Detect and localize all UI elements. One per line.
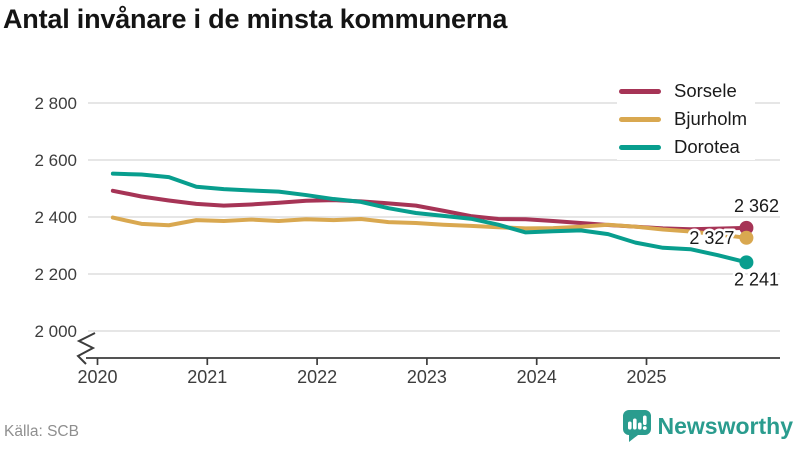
axis-break-icon [76, 332, 96, 365]
newsworthy-wordmark: Newsworthy [657, 412, 793, 439]
end-label-bjurholm: 2 327 [689, 228, 734, 248]
chart-title: Antal invånare i de minsta kommunerna [3, 4, 508, 34]
end-label-sorsele: 2 362 [734, 196, 779, 216]
x-tick-label: 2022 [297, 367, 337, 387]
x-tick-label: 2020 [77, 367, 117, 387]
end-dot-sorsele [739, 220, 754, 235]
series-line-dorotea [110, 171, 749, 265]
series-line-bjurholm [110, 215, 749, 240]
y-tick-label: 2 400 [34, 208, 77, 227]
x-tick-label: 2025 [626, 367, 666, 387]
legend-swatch-bjurholm [619, 116, 661, 122]
legend-label-sorsele: Sorsele [674, 80, 737, 101]
x-tick-label: 2023 [407, 367, 447, 387]
x-tick-label: 2024 [517, 367, 557, 387]
legend-swatch-dorotea [619, 144, 661, 150]
legend-label-bjurholm: Bjurholm [674, 108, 747, 129]
y-tick-label: 2 200 [34, 265, 77, 284]
y-tick-label: 2 000 [34, 322, 77, 341]
end-label-dorotea: 2 241 [734, 269, 779, 289]
legend: Sorsele Bjurholm Dorotea [617, 78, 755, 160]
legend-item-bjurholm: Bjurholm [619, 108, 747, 130]
newsworthy-icon [622, 410, 651, 442]
source-caption: Källa: SCB [4, 423, 79, 440]
y-tick-label: 2 600 [34, 151, 77, 170]
end-dot-bjurholm [739, 230, 754, 245]
legend-item-dorotea: Dorotea [619, 136, 747, 158]
legend-item-sorsele: Sorsele [619, 80, 747, 102]
legend-swatch-sorsele [619, 88, 661, 94]
newsworthy-logo[interactable]: Newsworthy [622, 409, 793, 443]
y-tick-label: 2 800 [34, 94, 77, 113]
x-tick-label: 2021 [187, 367, 227, 387]
legend-label-dorotea: Dorotea [674, 136, 740, 157]
end-dot-dorotea [739, 255, 754, 270]
